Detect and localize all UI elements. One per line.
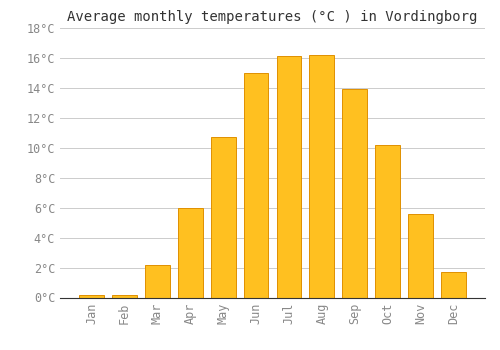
Bar [244, 73, 268, 298]
Bar [441, 272, 466, 298]
Bar [211, 137, 236, 298]
Bar [376, 145, 400, 298]
Bar [112, 294, 137, 297]
Bar [145, 265, 170, 298]
Bar [310, 55, 334, 298]
Bar [408, 214, 433, 298]
Bar [342, 89, 367, 298]
Title: Average monthly temperatures (°C ) in Vordingborg: Average monthly temperatures (°C ) in Vo… [68, 10, 478, 24]
Bar [80, 294, 104, 297]
Bar [276, 56, 301, 298]
Bar [178, 208, 203, 298]
